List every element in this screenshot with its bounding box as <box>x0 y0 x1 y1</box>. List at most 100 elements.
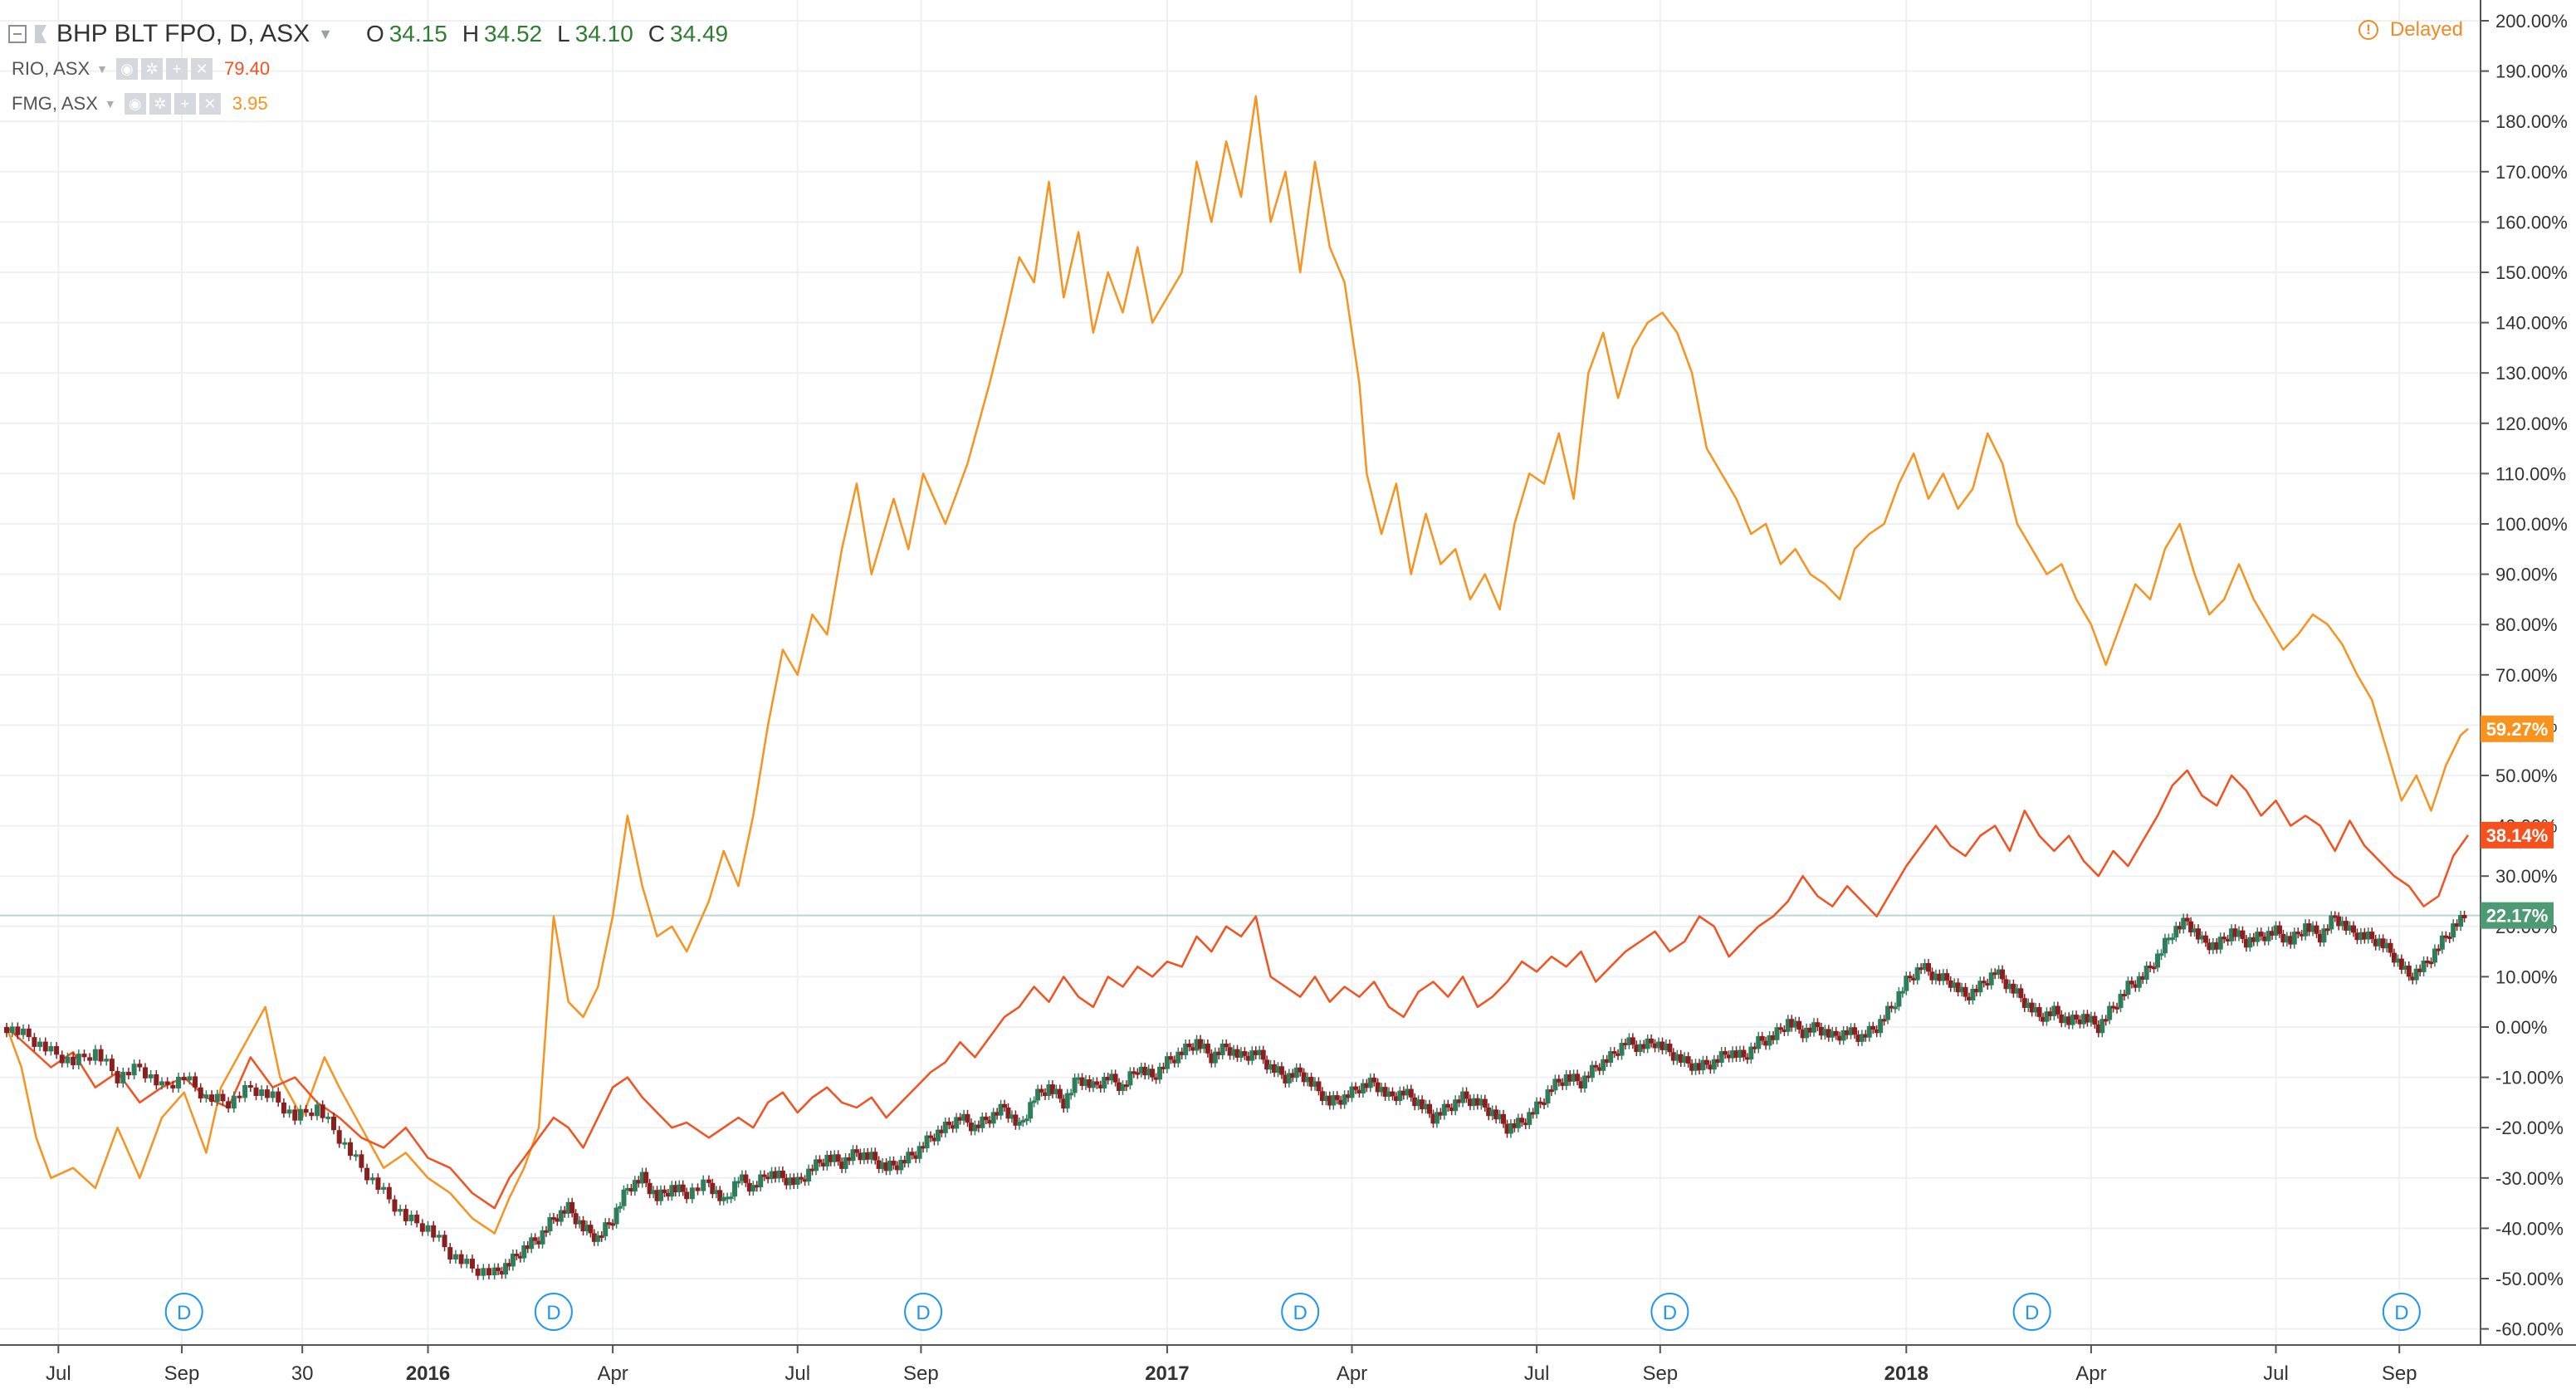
bhp-candle <box>109 1059 115 1072</box>
bhp-candle <box>1197 1039 1203 1049</box>
bhp-candle <box>1371 1077 1377 1083</box>
bhp-candle <box>573 1213 579 1225</box>
bhp-candle <box>1087 1079 1092 1088</box>
bhp-candle <box>9 1026 15 1034</box>
bhp-candle <box>565 1201 571 1214</box>
dividend-marker[interactable] <box>534 1293 573 1331</box>
bhp-candle <box>510 1254 516 1267</box>
dividend-marker[interactable] <box>164 1293 203 1331</box>
eye-icon[interactable]: ◉ <box>116 58 139 80</box>
bhp-candle <box>348 1142 354 1157</box>
bhp-candle <box>1578 1081 1584 1088</box>
bhp-candle <box>651 1190 657 1195</box>
bhp-candle <box>1542 1102 1547 1105</box>
bhp-candle <box>1020 1120 1026 1123</box>
bhp-candle <box>414 1215 420 1224</box>
bhp-candle <box>828 1154 833 1162</box>
y-tick-label: 110.00% <box>2495 463 2566 484</box>
bhp-candle <box>253 1087 259 1097</box>
comparison-legend-rio[interactable]: RIO, ASX ▼ ◉ ✲ + ✕ 79.40 <box>12 51 743 86</box>
bhp-candle <box>1826 1029 1831 1038</box>
settings-icon[interactable]: ✲ <box>149 93 171 115</box>
main-symbol-title[interactable]: BHP BLT FPO, D, ASX <box>56 20 310 47</box>
bhp-candle <box>2136 976 2142 988</box>
bhp-candle <box>1400 1090 1406 1096</box>
settings-icon[interactable]: ✲ <box>141 58 164 80</box>
bhp-candle <box>1696 1063 1702 1071</box>
delayed-status[interactable]: ! Delayed <box>2358 18 2463 42</box>
dividend-marker[interactable] <box>2382 1293 2421 1331</box>
comparison-symbol[interactable]: FMG, ASX <box>12 93 98 114</box>
bhp-candle <box>1641 1044 1647 1049</box>
bhp-candle <box>1593 1064 1599 1068</box>
bhp-candle <box>550 1217 556 1220</box>
bhp-candle <box>1845 1030 1850 1035</box>
bhp-candle <box>2118 994 2124 1008</box>
dividend-marker[interactable] <box>904 1293 943 1331</box>
eye-icon[interactable]: ◉ <box>124 93 146 115</box>
bhp-candle <box>2095 1024 2101 1034</box>
price-scale[interactable]: 200.00% 190.00% 180.00% 170.00% 160.00% 150.0… <box>2480 0 2568 1345</box>
bhp-candle <box>1183 1043 1189 1055</box>
collapse-legend-icon[interactable] <box>8 25 27 43</box>
bhp-candle <box>1741 1049 1747 1058</box>
dividend-marker[interactable] <box>1650 1293 1689 1331</box>
bhp-candle <box>536 1240 542 1245</box>
bhp-candle <box>1397 1090 1403 1102</box>
flag-icon[interactable] <box>35 25 46 43</box>
add-icon[interactable]: + <box>174 93 196 115</box>
remove-icon[interactable]: ✕ <box>198 93 221 115</box>
bhp-candle <box>595 1235 601 1242</box>
bhp-candle <box>1064 1093 1070 1109</box>
bhp-candle <box>336 1130 342 1144</box>
bhp-candle <box>1519 1118 1525 1123</box>
bhp-candle <box>181 1076 187 1081</box>
bhp-candle <box>2391 952 2397 963</box>
dividend-marker[interactable] <box>1281 1293 1320 1331</box>
bhp-candle <box>292 1109 298 1121</box>
comparison-symbol[interactable]: RIO, ASX <box>12 58 90 79</box>
bhp-candle <box>1334 1095 1340 1100</box>
bhp-candle <box>1656 1041 1662 1049</box>
bhp-candle <box>1482 1098 1488 1108</box>
time-scale[interactable]: Jul Sep 30 2016 Apr Jul Sep 2017 Apr Jul Sep 2018 Ap… <box>0 1344 2576 1385</box>
comparison-legend-fmg[interactable]: FMG, ASX ▼ ◉ ✲ + ✕ 3.95 <box>12 86 743 121</box>
bhp-candle <box>606 1222 612 1225</box>
bhp-candle <box>2229 928 2235 942</box>
bhp-candle <box>1899 990 1905 994</box>
bhp-candle <box>876 1160 882 1169</box>
x-tick-label: Sep <box>2382 1362 2417 1385</box>
add-icon[interactable]: + <box>166 58 188 80</box>
dividend-marker[interactable] <box>2012 1293 2051 1331</box>
remove-icon[interactable]: ✕ <box>191 58 213 80</box>
bhp-candle <box>15 1026 21 1035</box>
bhp-candle <box>924 1135 930 1149</box>
bhp-candle <box>1881 1019 1887 1022</box>
bhp-candle <box>469 1259 475 1269</box>
bhp-candle <box>1689 1063 1695 1071</box>
bhp-candle <box>765 1176 771 1180</box>
bhp-candle <box>776 1171 782 1179</box>
bhp-candle <box>104 1059 110 1062</box>
bhp-candle <box>558 1210 564 1222</box>
bhp-candle <box>1319 1091 1325 1102</box>
bhp-candle <box>1176 1051 1181 1064</box>
chevron-down-icon[interactable]: ▼ <box>96 62 109 76</box>
fmg-series-line <box>5 95 2469 1235</box>
bhp-candle <box>794 1176 800 1185</box>
chevron-down-icon[interactable]: ▼ <box>104 97 116 110</box>
bhp-candle <box>2021 998 2027 1008</box>
chevron-down-icon[interactable]: ▼ <box>318 25 333 42</box>
bhp-candle <box>2255 932 2261 942</box>
bhp-candle <box>725 1196 731 1200</box>
bhp-candle <box>1504 1123 1510 1134</box>
bhp-candle <box>1637 1044 1643 1052</box>
bhp-candle <box>987 1120 993 1124</box>
bhp-candle <box>2107 1005 2113 1020</box>
bhp-candle <box>2151 966 2157 970</box>
bhp-candle <box>1649 1038 1655 1044</box>
main-series-legend[interactable]: BHP BLT FPO, D, ASX ▼ O 34.15 H 34.52 L 34.… <box>8 17 743 51</box>
bhp-candle <box>728 1196 734 1200</box>
